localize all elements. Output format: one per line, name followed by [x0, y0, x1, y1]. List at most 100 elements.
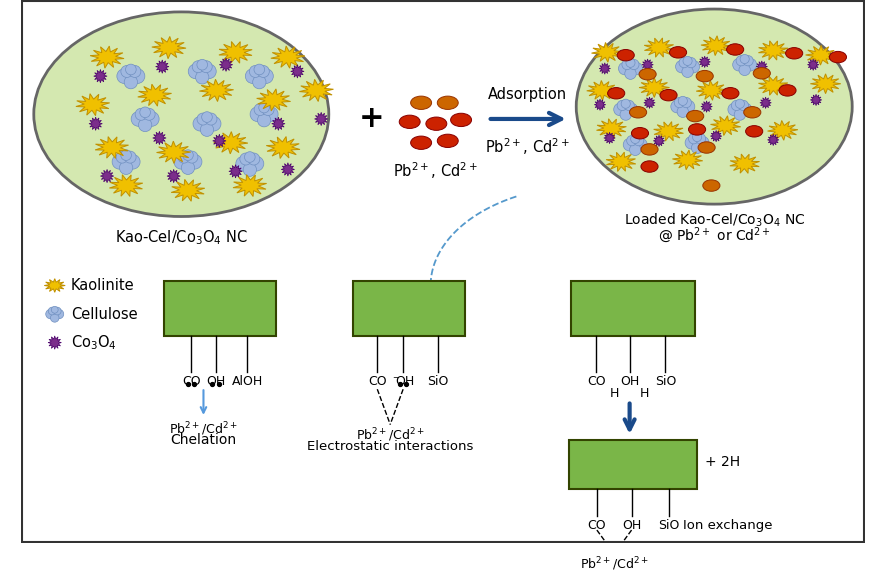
Circle shape: [231, 311, 244, 323]
Circle shape: [196, 304, 207, 315]
Polygon shape: [167, 170, 181, 183]
Polygon shape: [699, 56, 711, 67]
Polygon shape: [696, 81, 727, 100]
Ellipse shape: [641, 144, 658, 155]
Circle shape: [603, 303, 613, 313]
Circle shape: [198, 307, 211, 320]
Circle shape: [124, 75, 137, 89]
Circle shape: [51, 306, 58, 313]
Circle shape: [629, 59, 639, 70]
Polygon shape: [281, 163, 294, 176]
Polygon shape: [357, 288, 370, 301]
Polygon shape: [656, 456, 682, 473]
Circle shape: [682, 66, 693, 78]
Polygon shape: [807, 59, 819, 70]
Ellipse shape: [722, 87, 739, 99]
Polygon shape: [805, 45, 836, 65]
Text: CO: CO: [587, 375, 605, 388]
Circle shape: [192, 61, 205, 73]
Circle shape: [126, 154, 140, 169]
Polygon shape: [157, 141, 190, 163]
Circle shape: [255, 105, 274, 123]
Polygon shape: [576, 446, 587, 458]
Ellipse shape: [438, 134, 458, 147]
Circle shape: [120, 150, 131, 160]
Circle shape: [618, 62, 631, 75]
Polygon shape: [592, 42, 622, 62]
Ellipse shape: [385, 288, 405, 304]
FancyArrowPatch shape: [625, 404, 634, 429]
Circle shape: [229, 303, 245, 320]
Circle shape: [624, 100, 634, 111]
Circle shape: [49, 307, 56, 315]
Circle shape: [630, 144, 641, 155]
Ellipse shape: [786, 47, 803, 59]
Circle shape: [138, 118, 152, 131]
Circle shape: [113, 154, 127, 169]
Polygon shape: [220, 58, 233, 71]
Circle shape: [634, 138, 648, 151]
Circle shape: [116, 151, 128, 163]
Polygon shape: [653, 135, 664, 147]
Circle shape: [198, 114, 216, 133]
Circle shape: [734, 109, 746, 120]
Circle shape: [243, 163, 256, 176]
Circle shape: [117, 69, 131, 83]
Polygon shape: [94, 70, 107, 83]
Polygon shape: [48, 336, 61, 349]
Text: Pb$^{2+}$/Cd$^{2+}$: Pb$^{2+}$/Cd$^{2+}$: [579, 556, 649, 571]
FancyBboxPatch shape: [164, 281, 276, 336]
Ellipse shape: [727, 44, 743, 55]
Circle shape: [733, 58, 745, 71]
Ellipse shape: [607, 447, 628, 460]
Circle shape: [421, 300, 431, 310]
Polygon shape: [219, 42, 253, 63]
Circle shape: [232, 300, 242, 310]
Polygon shape: [613, 465, 640, 483]
Ellipse shape: [637, 449, 659, 463]
Polygon shape: [213, 134, 226, 147]
Text: CO: CO: [587, 518, 606, 532]
Polygon shape: [156, 60, 169, 73]
Circle shape: [191, 313, 204, 325]
Polygon shape: [654, 122, 683, 141]
Circle shape: [740, 54, 750, 63]
Ellipse shape: [451, 113, 471, 127]
Circle shape: [236, 301, 246, 312]
Circle shape: [689, 135, 705, 151]
Circle shape: [644, 459, 660, 475]
Circle shape: [607, 463, 618, 475]
Circle shape: [688, 134, 699, 144]
Circle shape: [380, 313, 392, 325]
Circle shape: [128, 66, 141, 78]
Ellipse shape: [224, 291, 244, 306]
Circle shape: [237, 304, 250, 318]
Circle shape: [183, 150, 193, 160]
Circle shape: [188, 64, 203, 79]
Text: H: H: [610, 387, 619, 400]
Ellipse shape: [829, 51, 846, 63]
Circle shape: [253, 75, 266, 89]
Circle shape: [200, 61, 213, 73]
Circle shape: [374, 307, 387, 320]
Polygon shape: [633, 291, 646, 304]
Circle shape: [206, 116, 221, 131]
Circle shape: [205, 113, 217, 125]
Circle shape: [245, 152, 255, 162]
Circle shape: [641, 461, 653, 473]
Circle shape: [620, 109, 632, 120]
Text: SiO: SiO: [655, 375, 676, 388]
Circle shape: [385, 307, 399, 320]
Polygon shape: [673, 286, 687, 300]
Ellipse shape: [424, 295, 443, 311]
Polygon shape: [137, 84, 172, 106]
Ellipse shape: [639, 69, 657, 80]
Circle shape: [258, 114, 271, 127]
Ellipse shape: [400, 115, 420, 128]
Polygon shape: [214, 132, 248, 154]
Circle shape: [639, 304, 652, 318]
Ellipse shape: [198, 288, 216, 304]
Circle shape: [254, 103, 266, 115]
Circle shape: [200, 123, 214, 136]
Circle shape: [651, 304, 664, 318]
